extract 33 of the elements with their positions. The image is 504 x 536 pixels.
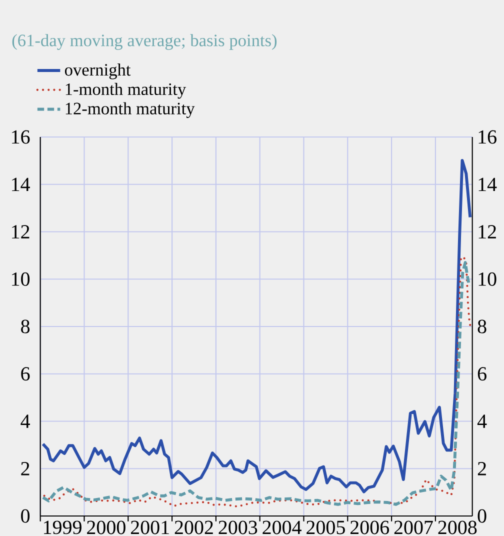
y-tick-label: 0 xyxy=(20,509,30,523)
y-tick-label: 10 xyxy=(12,272,30,286)
y2-tick-label: 2 xyxy=(478,462,486,476)
y-tick-label: 12 xyxy=(12,225,30,238)
y2-tick-label: 6 xyxy=(478,367,486,381)
line-series xyxy=(41,158,472,494)
y-tick-label: 6 xyxy=(21,367,30,381)
y-tick-label: 16 xyxy=(12,130,30,144)
y2-tick-label: 10 xyxy=(478,272,496,286)
y2-tick-label: 0 xyxy=(478,509,486,523)
x-tick-label: 2008 xyxy=(438,520,476,534)
legend-label: 12-month maturity xyxy=(66,102,195,118)
x-tick-label: 2001 xyxy=(130,520,169,534)
chart-title: (61-day moving average; basis points) xyxy=(12,34,276,50)
x-tick-label: 2000 xyxy=(86,520,126,534)
legend-label: overnight xyxy=(64,64,130,80)
x-tick-label: 2003 xyxy=(218,520,257,534)
y-tick-label: 8 xyxy=(20,320,30,334)
x-tick-label: 2002 xyxy=(174,520,213,534)
x-tick-label: 2006 xyxy=(350,520,389,534)
y-tick-label: 2 xyxy=(21,462,30,476)
y2-tick-label: 14 xyxy=(478,178,497,191)
y2-tick-label: 8 xyxy=(478,320,486,334)
x-tick-label: 2004 xyxy=(262,520,302,534)
x-tick-label: 1999 xyxy=(44,520,82,534)
legend-label: 1-month maturity xyxy=(66,82,186,99)
y-tick-label: 4 xyxy=(20,414,30,428)
x-tick-label: 2005 xyxy=(306,520,345,534)
y2-tick-label: 4 xyxy=(477,414,487,428)
y-tick-label: 14 xyxy=(12,178,30,191)
x-tick-label: 2007 xyxy=(394,520,433,534)
y2-tick-label: 16 xyxy=(478,130,496,144)
y2-tick-label: 12 xyxy=(478,225,496,238)
